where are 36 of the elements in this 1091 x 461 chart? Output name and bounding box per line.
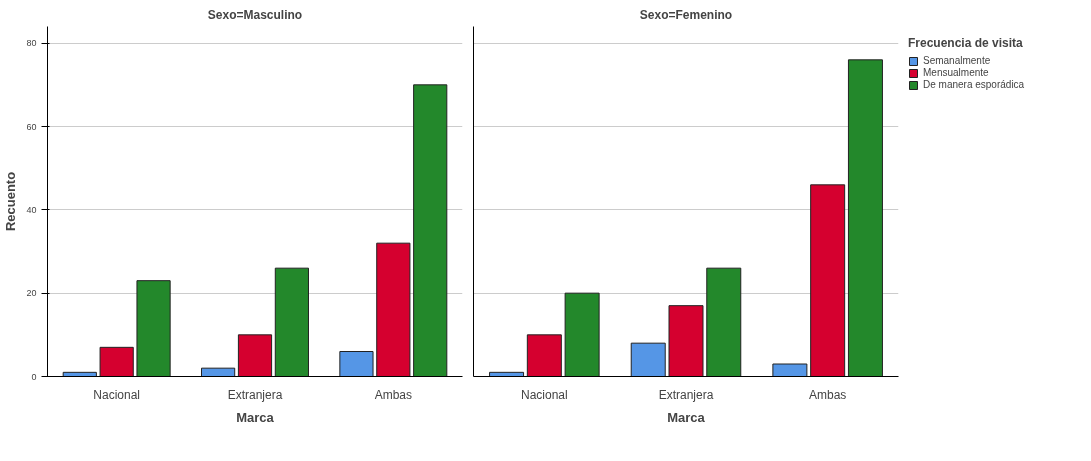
x-tick-label: Nacional xyxy=(520,387,568,402)
bar xyxy=(413,84,448,377)
x-tick-label: Ambas xyxy=(808,387,847,402)
x-axis-title: Marca xyxy=(667,409,706,425)
y-tick-label: 80 xyxy=(26,38,37,49)
bar xyxy=(376,242,411,377)
y-tick-label: 20 xyxy=(26,288,37,299)
bar xyxy=(564,292,600,377)
bar xyxy=(339,351,374,377)
bar xyxy=(630,342,666,377)
bar xyxy=(201,367,236,377)
x-tick-label: Ambas xyxy=(374,387,413,402)
chart-title: Sexo=Masculino xyxy=(207,7,303,22)
x-tick-label: Nacional xyxy=(93,387,141,402)
bar xyxy=(706,267,742,377)
y-tick-label: 0 xyxy=(31,371,37,382)
bar xyxy=(99,346,134,377)
x-axis-title: Marca xyxy=(236,409,275,425)
y-tick-label: 60 xyxy=(26,121,37,132)
bar xyxy=(810,184,846,377)
legend-title: Frecuencia de visita xyxy=(908,36,1024,50)
x-tick-label: Extranjera xyxy=(227,387,283,402)
legend-label: Mensualmente xyxy=(923,67,989,78)
bar xyxy=(136,280,171,377)
legend-label: Semanalmente xyxy=(923,55,991,66)
y-axis-title: Recuento xyxy=(3,171,19,232)
bar xyxy=(274,267,309,377)
bar xyxy=(668,305,704,377)
bar xyxy=(847,59,883,377)
legend-label: De manera esporádica xyxy=(923,79,1025,90)
bar xyxy=(526,334,562,377)
y-tick-label: 40 xyxy=(26,204,37,215)
chart-title: Sexo=Femenino xyxy=(639,7,733,22)
bar xyxy=(772,363,808,377)
x-tick-label: Extranjera xyxy=(658,387,714,402)
bar xyxy=(237,334,273,377)
